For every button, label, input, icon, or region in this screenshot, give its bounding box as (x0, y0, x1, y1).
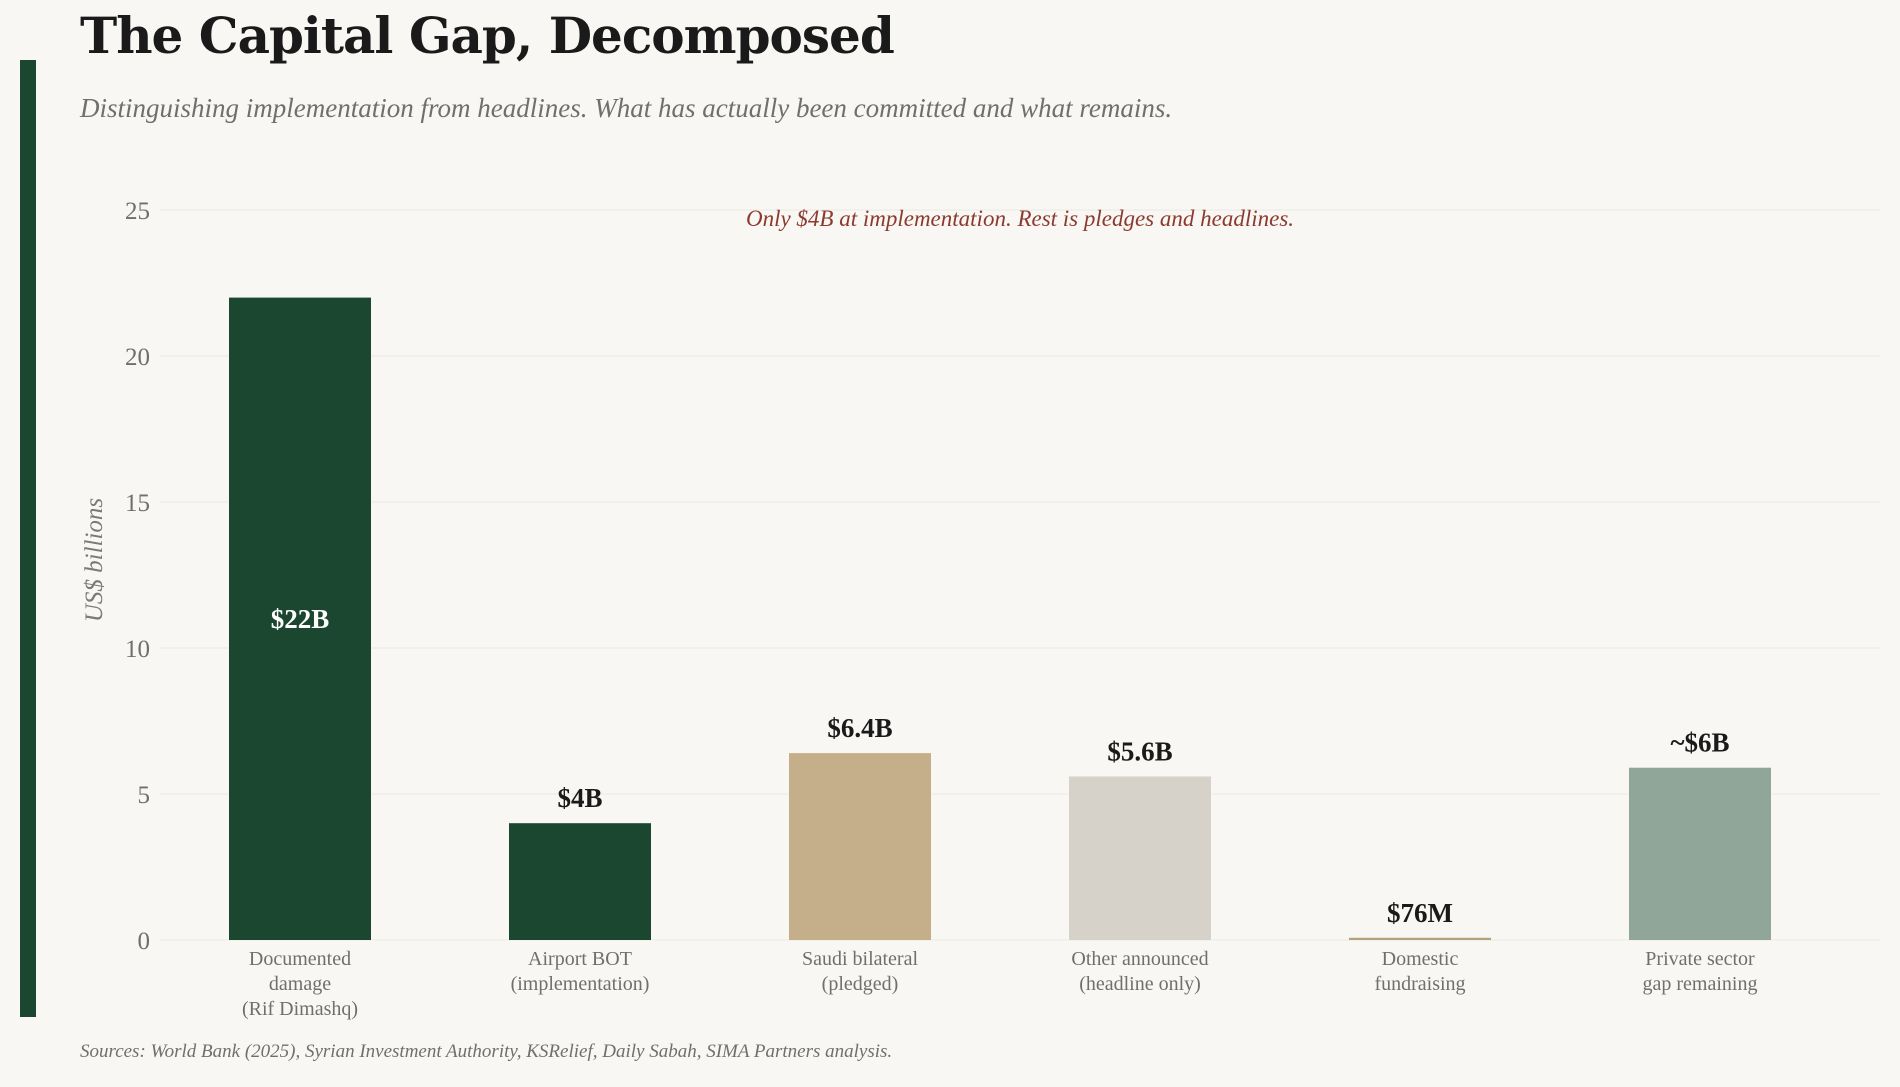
source-note: Sources: World Bank (2025), Syrian Inves… (80, 1041, 893, 1062)
x-tick-label: Documented damage (Rif Dimashq) (242, 948, 358, 1020)
bar (1069, 776, 1211, 940)
bar (509, 823, 651, 940)
bar (229, 297, 371, 941)
data-label: $22B (271, 604, 330, 634)
chart-subtitle: Distinguishing implementation from headl… (80, 93, 1173, 123)
y-tick-label: 15 (125, 490, 150, 517)
bar (1629, 767, 1771, 940)
y-tick-label: 10 (125, 636, 150, 663)
data-label: $5.6B (1107, 736, 1172, 766)
y-tick-label: 5 (138, 782, 151, 809)
data-label: $4B (557, 783, 602, 813)
x-tick-label: Saudi bilateral (pledged) (802, 948, 919, 995)
y-tick-label: 25 (125, 198, 150, 225)
data-label: $6.4B (827, 713, 892, 743)
x-tick-label: Airport BOT (implementation) (511, 948, 650, 995)
y-axis-label: US$ billions (81, 498, 108, 622)
bar (789, 753, 931, 940)
bar (1349, 937, 1491, 940)
y-tick-label: 20 (125, 344, 150, 371)
x-tick-label: Other announced (headline only) (1071, 948, 1208, 995)
chart-title: The Capital Gap, Decomposed (80, 6, 895, 65)
accent-bar (20, 60, 36, 1017)
data-label: $76M (1387, 898, 1453, 928)
data-label: ~$6B (1670, 728, 1729, 758)
x-tick-label: Domestic fundraising (1374, 948, 1465, 995)
annotation: Only $4B at implementation. Rest is pled… (746, 206, 1294, 231)
x-tick-label: Private sector gap remaining (1643, 948, 1758, 995)
y-tick-label: 0 (138, 928, 151, 955)
